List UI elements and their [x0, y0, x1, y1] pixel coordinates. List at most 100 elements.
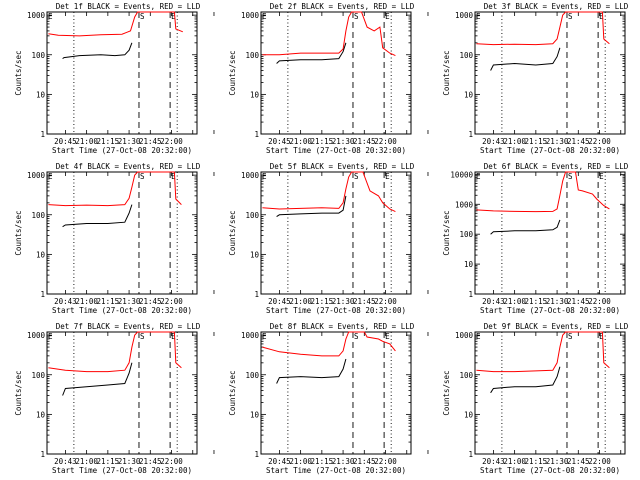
event-marker-label: E: [476, 12, 481, 21]
x-tick-label: 21:45: [353, 457, 376, 466]
y-tick-label: 100: [31, 211, 45, 220]
event-marker-label: E: [385, 172, 390, 181]
x-axis-label: Start Time (27-Oct-08 20:32:00): [266, 466, 406, 475]
y-tick-label: 1000: [455, 11, 474, 20]
x-axis-label: Start Time (27-Oct-08 20:32:00): [480, 466, 620, 475]
event-marker-label: S: [354, 12, 359, 21]
event-marker-label: E: [262, 172, 267, 181]
y-tick-label: 10: [36, 410, 46, 419]
y-tick-label: 100: [245, 211, 259, 220]
event-marker-label: S: [568, 172, 573, 181]
y-tick-label: 10: [36, 90, 46, 99]
x-axis-label: Start Time (27-Oct-08 20:32:00): [52, 306, 192, 315]
y-tick-label: 100: [31, 371, 45, 380]
x-tick-label: 21:15: [311, 297, 334, 306]
series-line: [48, 171, 182, 207]
y-axis-label: Counts/sec: [228, 370, 237, 415]
series-line: [62, 362, 133, 396]
x-tick-label: 20:43: [482, 297, 505, 306]
chart-panel-7: Det 7f BLACK = Events, RED = LLD 1 10 100 10…: [14, 322, 215, 475]
chart-title: Det 2f BLACK = Events, RED = LLD: [270, 2, 415, 11]
y-tick-label: 1: [254, 290, 259, 299]
y-tick-label: 100: [459, 230, 473, 239]
x-tick-label: 21:15: [97, 297, 120, 306]
y-tick-label: 1: [40, 450, 45, 459]
event-marker-label: E: [385, 12, 390, 21]
x-tick-label: 21:45: [353, 137, 376, 146]
x-tick-label: 21:30: [118, 457, 141, 466]
x-tick-label: 22:00: [374, 137, 397, 146]
event-marker-label: E: [171, 12, 176, 21]
chart-title: Det 8f BLACK = Events, RED = LLD: [270, 322, 415, 331]
y-tick-label: 10: [464, 410, 474, 419]
x-tick-label: 20:43: [54, 297, 77, 306]
event-marker-label: E: [385, 332, 390, 341]
x-tick-label: 20:45: [268, 137, 291, 146]
series-line: [476, 331, 610, 373]
x-tick-label: 20:45: [54, 137, 77, 146]
y-tick-label: 10000: [450, 170, 473, 179]
y-tick-label: 1000: [455, 331, 474, 340]
y-tick-label: 10: [464, 90, 474, 99]
x-tick-label: 22:00: [160, 297, 183, 306]
plot-frame: [260, 331, 412, 455]
chart-panel-9: Det 9f BLACK = Events, RED = LLD 1 10 100 10…: [442, 322, 629, 475]
event-marker-label: E: [599, 172, 604, 181]
y-tick-label: 100: [459, 51, 473, 60]
y-tick-label: 100: [31, 51, 45, 60]
x-axis-label: Start Time (27-Oct-08 20:32:00): [480, 306, 620, 315]
x-tick-label: 21:45: [567, 137, 590, 146]
plot-frame: [260, 171, 412, 295]
y-axis-label: Counts/sec: [442, 50, 451, 95]
y-tick-label: 1000: [27, 11, 46, 20]
y-tick-label: 10: [250, 90, 260, 99]
event-marker-label: E: [476, 172, 481, 181]
plot-frame: [474, 171, 626, 295]
x-axis-label: Start Time (27-Oct-08 20:32:00): [480, 146, 620, 155]
y-tick-label: 1000: [27, 171, 46, 180]
chart-title: Det 1f BLACK = Events, RED = LLD: [56, 2, 201, 11]
x-tick-label: 21:30: [332, 457, 355, 466]
y-tick-label: 10: [464, 260, 474, 269]
series-line: [276, 358, 347, 384]
chart-panel-5: Det 5f BLACK = Events, RED = LLD 1 10 100 10…: [228, 162, 429, 315]
event-marker-label: S: [354, 172, 359, 181]
chart-title: Det 6f BLACK = Events, RED = LLD: [484, 162, 629, 171]
y-tick-label: 10: [250, 250, 260, 259]
series-line: [62, 42, 133, 60]
x-tick-label: 20:43: [482, 137, 505, 146]
chart-title: Det 4f BLACK = Events, RED = LLD: [56, 162, 201, 171]
x-tick-label: 21:45: [139, 137, 162, 146]
chart-panel-3: Det 3f BLACK = Events, RED = LLD 1 10 100 10…: [442, 2, 629, 155]
series-line: [262, 171, 396, 213]
x-tick-label: 20:45: [268, 297, 291, 306]
x-tick-label: 20:45: [268, 457, 291, 466]
series-line: [476, 171, 610, 213]
x-tick-label: 21:30: [546, 457, 569, 466]
y-tick-label: 1: [40, 130, 45, 139]
chart-panel-2: Det 2f BLACK = Events, RED = LLD 1 10 100 10…: [228, 2, 429, 155]
series-line: [262, 11, 396, 57]
y-axis-label: Counts/sec: [228, 210, 237, 255]
x-tick-label: 21:00: [289, 457, 312, 466]
event-marker-label: S: [568, 12, 573, 21]
event-marker-label: E: [262, 12, 267, 21]
x-tick-label: 21:15: [525, 137, 548, 146]
chart-panel-1: Det 1f BLACK = Events, RED = LLD 1 10 100 10…: [14, 2, 215, 155]
y-tick-label: 100: [459, 371, 473, 380]
y-tick-label: 10: [250, 410, 260, 419]
chart-title: Det 5f BLACK = Events, RED = LLD: [270, 162, 415, 171]
x-tick-label: 21:30: [546, 137, 569, 146]
y-tick-label: 1000: [27, 331, 46, 340]
x-tick-label: 22:00: [588, 137, 611, 146]
event-marker-label: S: [140, 12, 145, 21]
x-axis-label: Start Time (27-Oct-08 20:32:00): [52, 146, 192, 155]
y-tick-label: 100: [245, 371, 259, 380]
x-tick-label: 21:45: [567, 457, 590, 466]
y-tick-label: 1: [254, 130, 259, 139]
series-line: [262, 331, 396, 357]
plot-frame: [474, 331, 626, 455]
event-marker-label: S: [140, 172, 145, 181]
x-tick-label: 21:15: [97, 137, 120, 146]
